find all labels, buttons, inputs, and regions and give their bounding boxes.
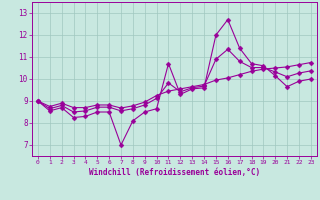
X-axis label: Windchill (Refroidissement éolien,°C): Windchill (Refroidissement éolien,°C) xyxy=(89,168,260,177)
